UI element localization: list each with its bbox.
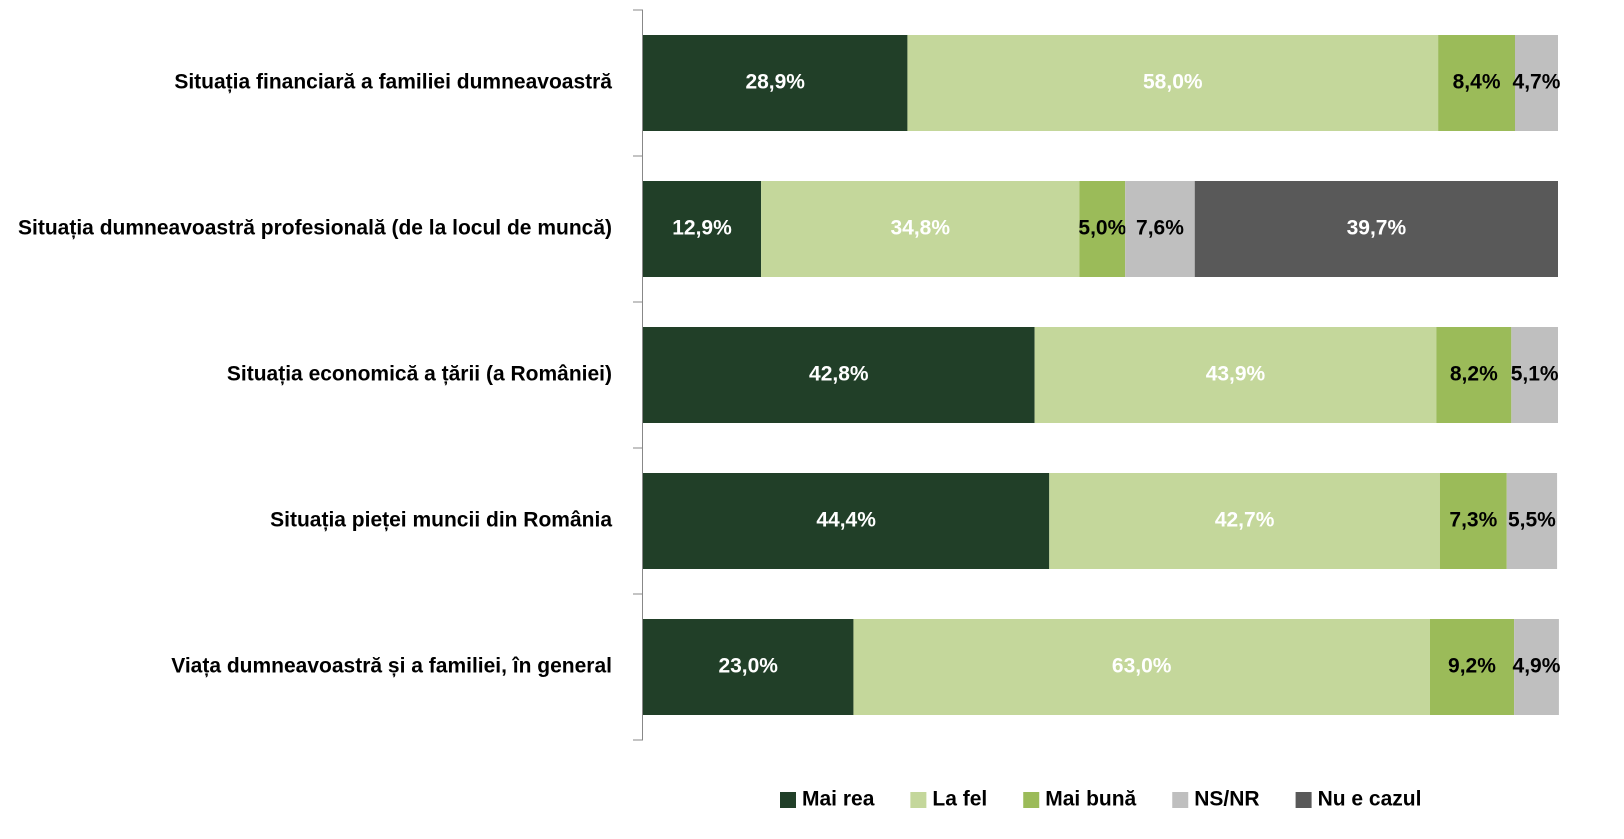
data-label: 8,4% — [1453, 71, 1501, 94]
data-label: 9,2% — [1448, 655, 1496, 678]
legend-swatch — [780, 792, 796, 808]
data-label: 4,9% — [1513, 655, 1561, 678]
bar-segment — [1034, 327, 1437, 423]
data-label: 7,6% — [1136, 217, 1184, 240]
bar-segment — [1438, 35, 1515, 131]
bar-segment — [907, 35, 1439, 131]
bar-segment — [1049, 473, 1440, 569]
legend-label: Nu e cazul — [1318, 788, 1422, 811]
data-label: 12,9% — [672, 217, 732, 240]
data-label: 63,0% — [1112, 655, 1172, 678]
category-label: Situația pieței muncii din România — [270, 509, 612, 532]
legend-swatch — [910, 792, 927, 808]
legend-swatch — [1023, 792, 1040, 808]
data-label: 28,9% — [745, 71, 805, 94]
data-label: 8,2% — [1450, 363, 1498, 386]
legend-swatch — [1172, 792, 1189, 808]
data-label: 42,8% — [809, 363, 869, 386]
bar-segment — [1506, 473, 1558, 569]
legend-label: Mai rea — [802, 788, 875, 811]
legend-swatch — [1295, 792, 1312, 808]
data-label: 5,1% — [1511, 363, 1559, 386]
data-label: 5,5% — [1508, 509, 1556, 532]
bar-segment — [1194, 181, 1558, 277]
bar-segment — [853, 619, 1430, 715]
bar-segment — [761, 181, 1080, 277]
data-label: 23,0% — [718, 655, 778, 678]
data-label: 39,7% — [1347, 217, 1407, 240]
data-label: 34,8% — [890, 217, 950, 240]
bar-segment — [1514, 619, 1559, 715]
data-label: 43,9% — [1206, 363, 1266, 386]
data-label: 5,0% — [1078, 217, 1126, 240]
data-label: 42,7% — [1215, 509, 1275, 532]
bar-segment — [643, 619, 854, 715]
data-label: 58,0% — [1143, 71, 1203, 94]
category-label: Situația economică a țării (a României) — [227, 363, 612, 386]
bar-segment — [1429, 619, 1515, 715]
bar-segment — [1079, 181, 1126, 277]
bar-segment — [1514, 35, 1558, 131]
data-label: 7,3% — [1449, 509, 1497, 532]
data-label: 4,7% — [1513, 71, 1561, 94]
category-label: Viața dumneavoastră și a familiei, în ge… — [171, 655, 612, 678]
legend-label: La fel — [932, 788, 987, 811]
data-label: 44,4% — [816, 509, 876, 532]
legend-label: Mai bună — [1045, 788, 1136, 811]
bar-segment — [1439, 473, 1507, 569]
bar-segment — [1436, 327, 1512, 423]
bar-segment — [643, 181, 762, 277]
bar-segment — [643, 327, 1035, 423]
bar-segment — [1125, 181, 1195, 277]
legend-label: NS/NR — [1194, 788, 1259, 811]
bar-segment — [643, 35, 908, 131]
bar-segment — [1511, 327, 1558, 423]
category-label: Situația dumneavoastră profesională (de … — [18, 217, 612, 240]
bar-segment — [643, 473, 1050, 569]
category-label: Situația financiară a familiei dumneavoa… — [174, 71, 612, 94]
